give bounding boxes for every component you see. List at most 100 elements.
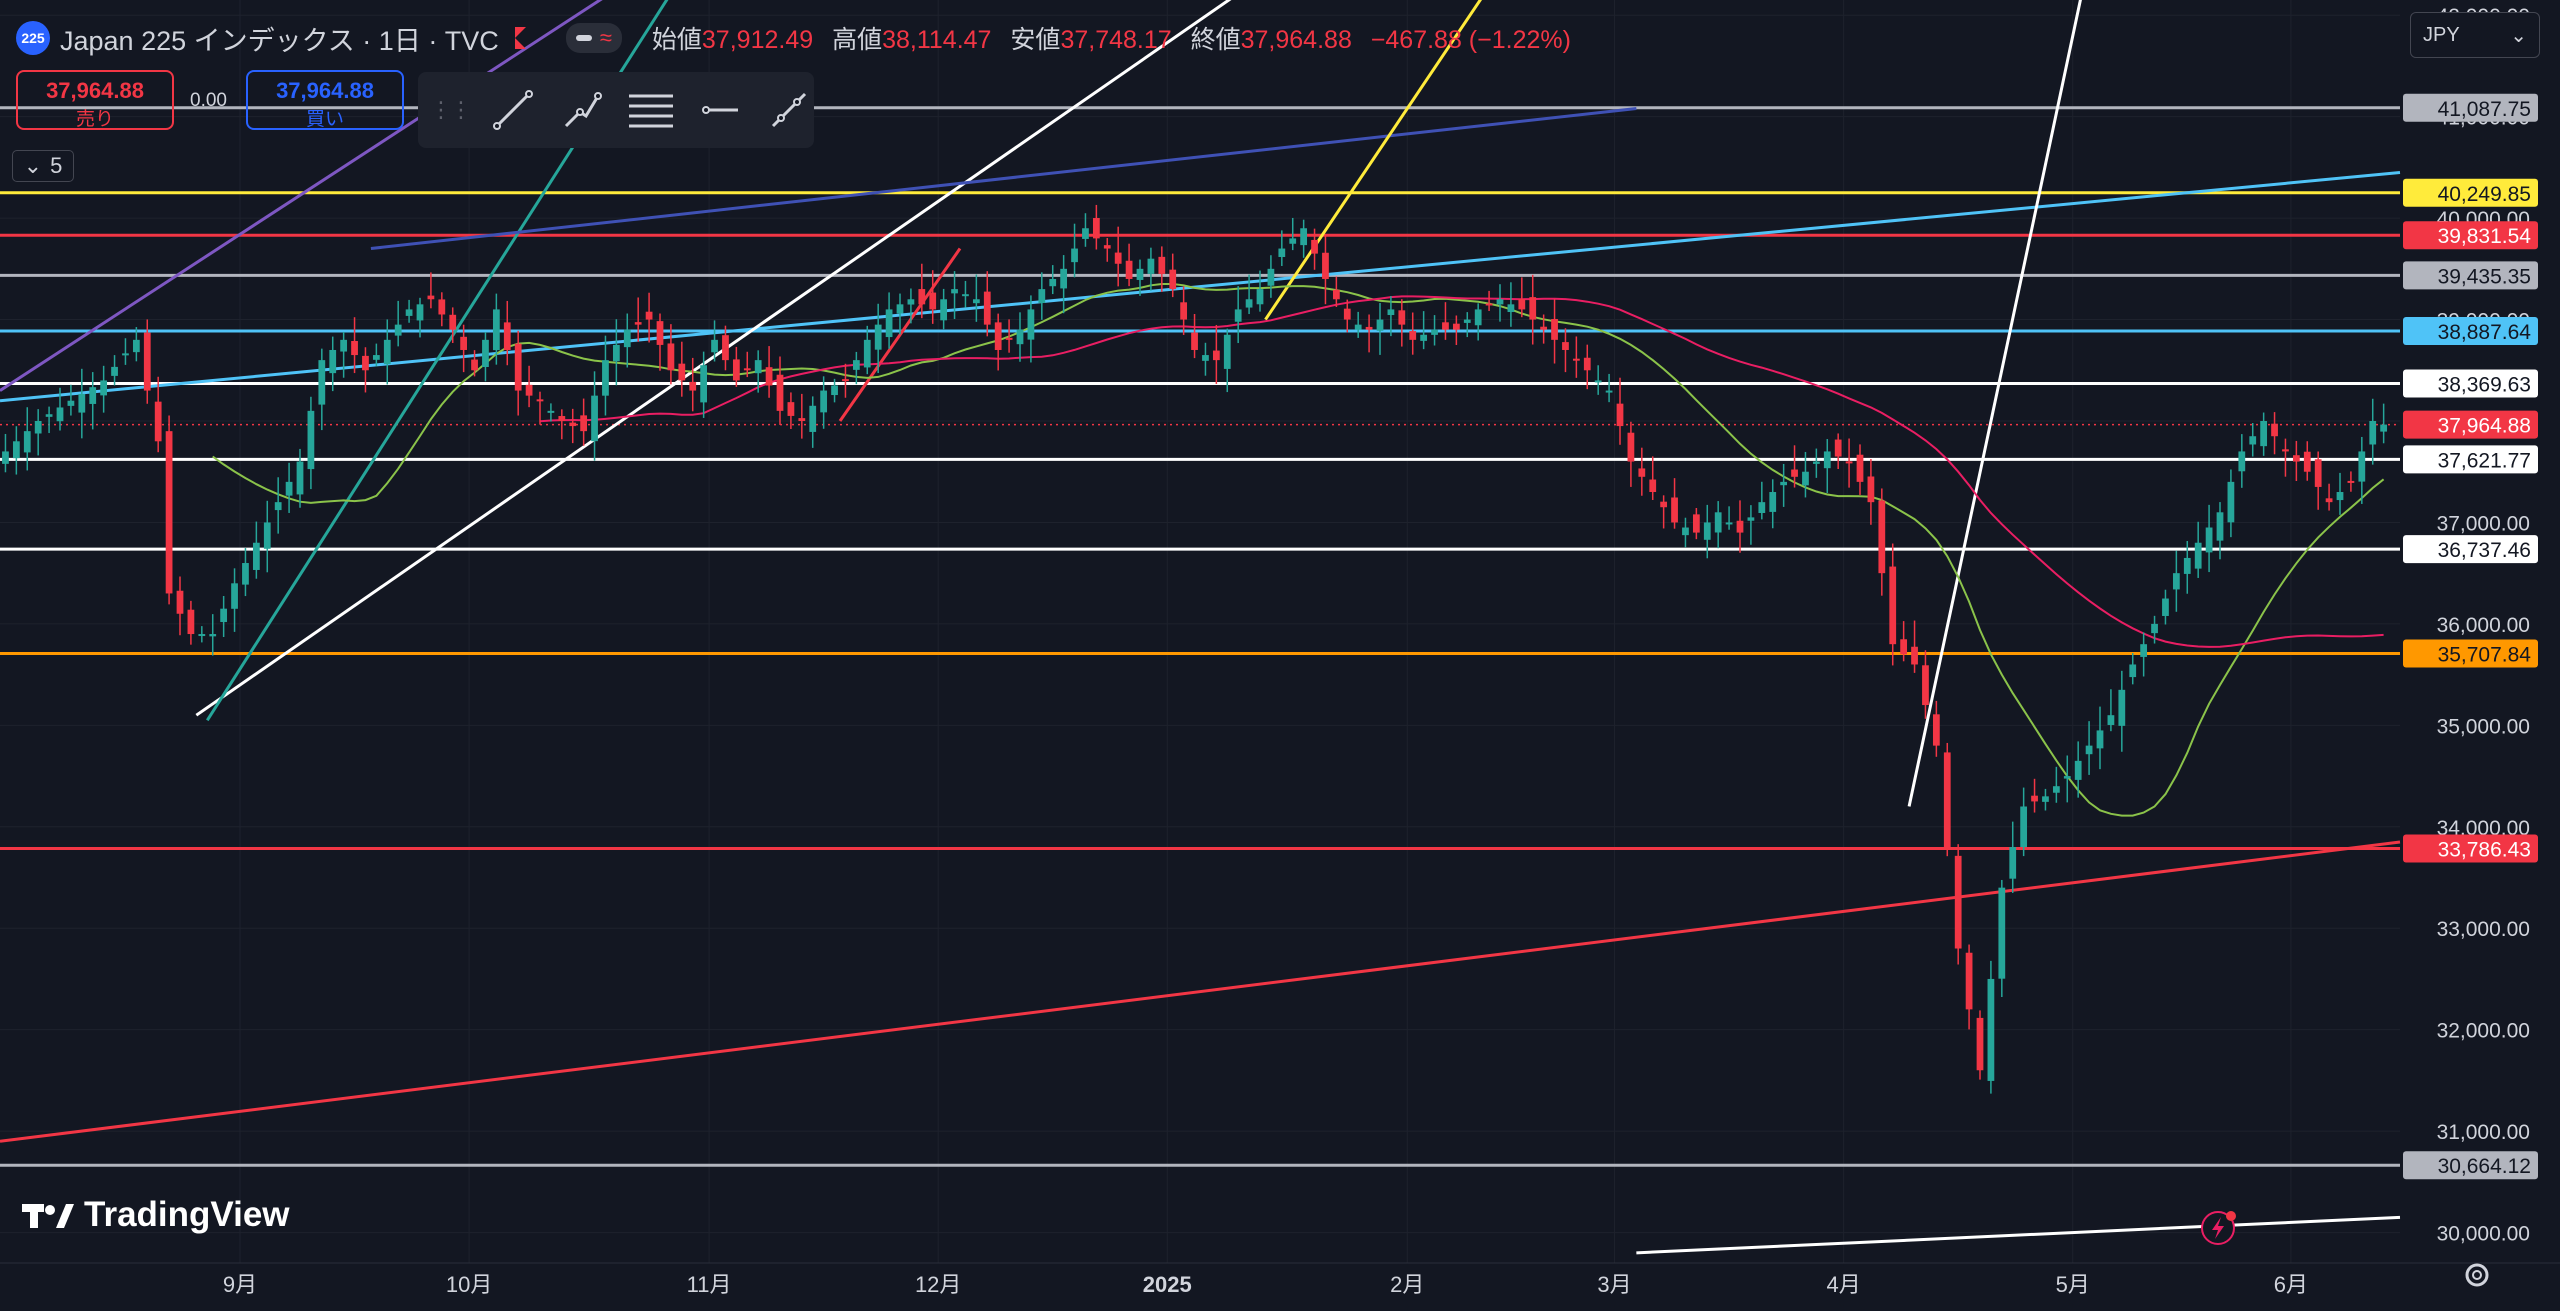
candle-body — [2085, 745, 2093, 755]
indicator-collapse-button[interactable]: ⌄ 5 — [12, 150, 74, 182]
candle-body — [2292, 455, 2300, 462]
price-label-text: 39,831.54 — [2438, 225, 2532, 248]
symbol-badge[interactable]: 225 — [16, 21, 50, 55]
flag-icon[interactable] — [514, 27, 526, 49]
candle-body — [1398, 310, 1406, 325]
candle-body — [1780, 481, 1788, 486]
sell-button[interactable]: 37,964.88 売り — [16, 70, 174, 130]
buy-button[interactable]: 37,964.88 買い — [246, 70, 404, 130]
candle-body — [1234, 309, 1242, 322]
indicator-toggle[interactable]: ≈ — [565, 23, 622, 53]
candle-body — [1114, 252, 1122, 264]
candle-body — [787, 402, 795, 416]
candle-body — [252, 542, 260, 570]
price-label-text: 38,369.63 — [2438, 374, 2531, 397]
y-tick-label: 33,000.00 — [2437, 918, 2530, 941]
candle-body — [1900, 639, 1908, 655]
candle-body — [1649, 479, 1657, 493]
candle-body — [1496, 299, 1504, 305]
drawing-channel-icon[interactable] — [557, 84, 608, 136]
candle-body — [1027, 309, 1035, 340]
candle-body — [307, 410, 315, 470]
candle-body — [842, 379, 849, 382]
price-label-text: 41,087.75 — [2438, 98, 2531, 121]
candle-body — [1802, 471, 1809, 486]
buy-price: 37,964.88 — [276, 78, 374, 103]
candle-body — [2172, 573, 2180, 590]
candle-body — [536, 399, 544, 402]
price-label-text: 39,435.35 — [2438, 265, 2531, 288]
candle-body — [383, 339, 391, 365]
x-tick-label: 3月 — [1597, 1272, 1631, 1297]
candle-body — [1998, 887, 2006, 979]
candle-body — [318, 360, 326, 405]
candle-body — [2336, 492, 2344, 501]
trendlines — [0, 0, 2401, 1255]
candle-body — [885, 309, 893, 338]
candle-body — [2380, 424, 2388, 432]
candle-body — [89, 387, 97, 404]
candle-body — [732, 359, 740, 381]
candle-body — [1823, 451, 1831, 469]
candle-body — [2009, 847, 2017, 879]
candle-body — [1747, 517, 1755, 521]
price-label-box — [2403, 535, 2538, 564]
candle-body — [558, 416, 566, 421]
wave-icon: ≈ — [599, 25, 612, 50]
candle-body — [45, 414, 53, 417]
candle-body — [1420, 334, 1428, 341]
close-value: 37,964.88 — [1240, 26, 1352, 54]
y-tick-label: 35,000.00 — [2437, 715, 2530, 738]
candle-body — [2325, 498, 2333, 503]
drawing-trendline-icon[interactable] — [488, 84, 539, 136]
currency-select[interactable]: JPY ⌄ — [2410, 12, 2540, 58]
candle-body — [351, 340, 358, 356]
indicator-count: 5 — [50, 153, 63, 178]
candle-body — [1529, 297, 1537, 320]
candle-body — [132, 339, 140, 353]
candle-body — [1725, 522, 1733, 525]
candle-body — [776, 374, 784, 411]
x-tick-label: 10月 — [446, 1272, 492, 1297]
candle-body — [940, 299, 948, 321]
candle-body — [1158, 256, 1166, 274]
candle-body — [852, 360, 860, 370]
price-label-box — [2403, 445, 2538, 474]
candle-body — [372, 355, 380, 360]
candle-body — [471, 359, 478, 371]
drag-handle-icon[interactable]: ⋮⋮ — [430, 97, 472, 122]
candle-body — [1169, 269, 1177, 290]
candle-body — [23, 431, 31, 453]
candle-body — [1507, 304, 1515, 313]
settings-icon[interactable] — [2460, 1258, 2494, 1292]
candle-body — [2118, 689, 2126, 726]
candle-body — [831, 385, 838, 396]
price-label-text: 35,707.84 — [2438, 644, 2532, 667]
trend-angle-icon[interactable] — [763, 84, 814, 136]
symbol-title[interactable]: Japan 225 インデックス · 1日 · TVC — [60, 25, 499, 56]
open-label: 始値 — [651, 26, 702, 54]
sell-price: 37,964.88 — [46, 78, 144, 103]
fib-icon[interactable] — [626, 84, 677, 136]
candle-body — [1932, 714, 1940, 746]
candles — [2, 204, 2388, 1094]
candle-body — [1616, 403, 1624, 427]
candle-body — [67, 400, 75, 406]
horizontal-ray-icon[interactable] — [694, 84, 745, 136]
candle-body — [2205, 527, 2213, 553]
trendline — [370, 107, 1637, 251]
candle-body — [994, 322, 1002, 350]
x-tick-label: 5月 — [2056, 1272, 2090, 1297]
candle-body — [1136, 268, 1144, 280]
drawing-toolbar: ⋮⋮ — [418, 72, 814, 148]
candle-body — [2042, 796, 2049, 802]
candle-body — [1572, 358, 1580, 361]
candle-body — [1409, 331, 1417, 340]
candle-body — [1245, 299, 1253, 308]
trendline — [0, 0, 603, 392]
candle-body — [547, 410, 555, 413]
x-tick-label: 11月 — [687, 1272, 732, 1297]
x-tick-label: 6月 — [2274, 1272, 2308, 1297]
candle-body — [1682, 527, 1689, 536]
